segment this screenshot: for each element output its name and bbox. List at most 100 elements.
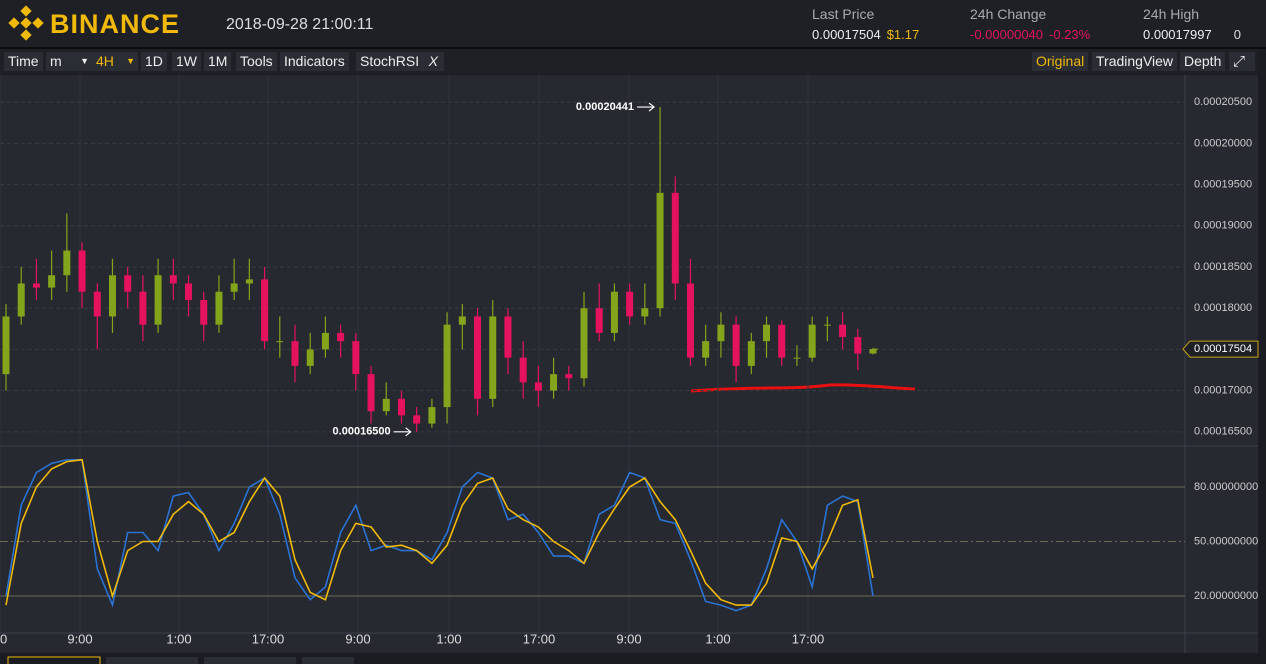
view-tab[interactable]: Depth <box>1180 52 1226 71</box>
header: BINANCE 2018-09-28 21:00:11 Last Price 0.… <box>0 0 1266 49</box>
toolbar-button[interactable]: m ▼ <box>46 52 92 71</box>
time-label: 17:00 <box>792 631 825 646</box>
candle-body <box>580 308 588 379</box>
dropdown-arrow: ▼ <box>126 56 135 66</box>
bottom-tab[interactable] <box>106 657 198 664</box>
candle-body <box>108 275 116 317</box>
toolbar-label: 4H <box>96 53 114 69</box>
candle-body <box>291 341 299 366</box>
candle-body <box>78 250 86 292</box>
candle-body <box>413 415 421 424</box>
stat: Last Price 0.00017504 $1.17 <box>812 6 919 42</box>
candle-body <box>702 341 710 358</box>
candle-body <box>428 407 436 424</box>
y-tick-label: 0.00019000 <box>1194 220 1252 232</box>
stat-value: 0.00017997 <box>1143 27 1212 42</box>
candle-body <box>443 324 451 408</box>
candle-body <box>732 324 740 366</box>
candle-body <box>519 357 527 383</box>
view-tab[interactable]: TradingView <box>1092 52 1178 71</box>
candle-body <box>717 324 725 342</box>
time-label: 17:00 <box>252 631 285 646</box>
candle-body <box>641 308 649 317</box>
y2-tick-label: 20.00000000 <box>1194 590 1258 602</box>
candle-body <box>154 275 162 325</box>
drawn-line <box>690 383 916 393</box>
candle-body <box>595 308 603 333</box>
y2-tick-label: 50.00000000 <box>1194 535 1258 547</box>
candle-body <box>686 283 694 358</box>
y-tick-label: 0.00016500 <box>1194 426 1252 438</box>
y-tick-label: 0.00018000 <box>1194 302 1252 314</box>
candle-body <box>550 374 558 391</box>
candle-body <box>306 349 314 366</box>
candle-body <box>382 398 390 412</box>
last-price-tag <box>1182 340 1259 358</box>
candle-body <box>808 324 816 358</box>
indicator-close[interactable]: X <box>428 53 438 69</box>
stat-label: 24h Change <box>970 6 1047 22</box>
stoch-line <box>5 458 874 606</box>
fullscreen-icon[interactable]: ⤢ <box>1229 52 1255 71</box>
scroll-edge <box>1258 49 1266 664</box>
candle-body <box>276 341 284 343</box>
candle-body <box>489 316 497 399</box>
bottom-tab[interactable] <box>204 657 296 664</box>
y-tick-label: 0.00018500 <box>1194 261 1252 273</box>
stat-extra: $1.17 <box>886 27 920 42</box>
candle-body <box>352 341 360 375</box>
candle-body <box>747 341 755 366</box>
candle-body <box>17 283 25 317</box>
indicator-chip: StochRSI X <box>356 52 444 71</box>
stat-label: 24h High <box>1143 6 1200 22</box>
logo[interactable]: BINANCE <box>50 9 181 39</box>
candle-body <box>534 382 542 391</box>
bottom-tab[interactable] <box>302 657 354 664</box>
time-label: 1:00 <box>166 631 191 646</box>
toolbar-button[interactable]: 4H ▼ <box>92 52 138 71</box>
y-tick-label: 0.00019500 <box>1194 179 1252 191</box>
chart-background <box>0 75 1258 653</box>
toolbar-button[interactable]: Time <box>4 52 43 71</box>
time-label: 1:00 <box>436 631 461 646</box>
view-tab[interactable]: Original <box>1032 52 1089 71</box>
candle-body <box>2 316 10 375</box>
candle-body <box>778 324 786 358</box>
candle-body <box>337 332 345 342</box>
stat-label: Last Price <box>812 6 875 22</box>
time-label: 1:00 <box>705 631 730 646</box>
extreme-arrow <box>393 427 412 437</box>
y-tick-label: 0.00020500 <box>1194 96 1252 108</box>
candle-body <box>869 349 877 354</box>
toolbar-button[interactable]: Tools <box>236 52 277 71</box>
candle-body <box>504 316 512 358</box>
candle-body <box>656 192 664 309</box>
toolbar-button[interactable]: Indicators <box>280 52 349 71</box>
toolbar-button[interactable]: 1W <box>172 52 201 71</box>
stat-extra: -0.23% <box>1049 27 1091 42</box>
candle-body <box>321 332 329 350</box>
y-tick-label: 0.00020000 <box>1194 137 1252 149</box>
extreme-label: 0.00016500 <box>333 426 391 438</box>
candle-body <box>474 316 482 399</box>
toolbar-button[interactable]: 1D <box>141 52 167 71</box>
stat: 24h Change -0.00000040 -0.23% <box>970 6 1090 42</box>
candle-body <box>839 324 847 338</box>
toolbar-button[interactable]: 1M <box>204 52 232 71</box>
candle-body <box>610 291 618 333</box>
candle-body <box>215 291 223 325</box>
extreme-label: 0.00020441 <box>576 101 634 113</box>
y-tick-label: 0.00017500 <box>1194 343 1252 355</box>
candle-body <box>763 324 771 342</box>
stat-value: -0.00000040 <box>970 27 1044 42</box>
bottom-tab[interactable] <box>7 656 101 664</box>
candle-body <box>854 337 862 354</box>
candle-body <box>793 357 801 359</box>
dropdown-arrow: ▼ <box>80 56 89 66</box>
candle-body <box>93 291 101 317</box>
candle-body <box>139 291 147 325</box>
time-label: 9:00 <box>616 631 641 646</box>
time-label: 17:00 <box>523 631 556 646</box>
time-label: 9:00 <box>345 631 370 646</box>
